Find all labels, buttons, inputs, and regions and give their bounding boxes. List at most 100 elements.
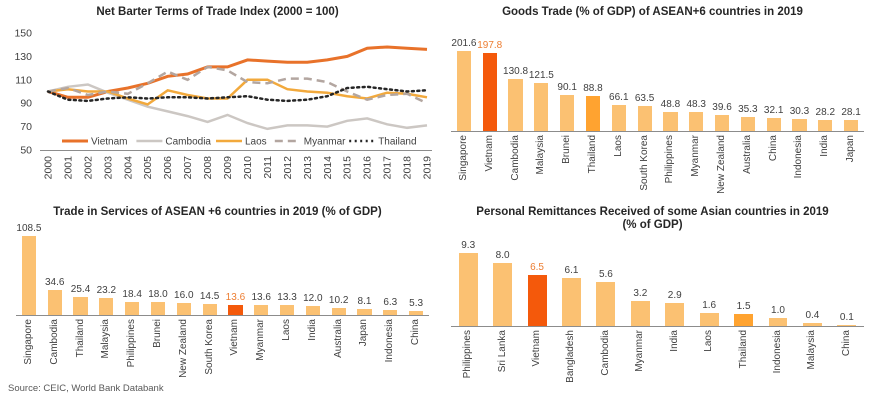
chart-title-remittances: Personal Remittances Received of some As…: [476, 206, 829, 232]
category-label-malaysia: Malaysia: [806, 330, 818, 370]
category-label-cambodia: Cambodia: [599, 330, 611, 377]
bar-column-new-zealand: 16.0: [171, 237, 197, 316]
bar-malaysia: [802, 323, 822, 327]
category-cell: Malaysia: [93, 316, 119, 372]
category-cell: Laos: [606, 132, 632, 196]
category-cell: Sri Lanka: [485, 327, 519, 383]
bar-column-thailand: 1.5: [726, 254, 760, 327]
bar-australia: [740, 117, 755, 132]
y-axis-tick: 150: [14, 28, 32, 40]
line-chart-plot: 50 70 90 110 130 150 2000 2001 2002 2003 2004 2005 2…: [14, 28, 434, 180]
value-label-singapore: 201.6: [451, 38, 477, 50]
category-label-thailand: Thailand: [586, 135, 598, 174]
category-cell: Cambodia: [503, 132, 529, 196]
value-label-thailand: 25.4: [70, 284, 91, 296]
bars-area: 9.3 8.0 6.5 6.1 5.6 3.2 2.9 1.6 1.5 1.0 0.4 0.1: [451, 240, 864, 328]
x-axis-tick: 2001: [62, 156, 74, 180]
bar-column-singapore: 201.6: [451, 38, 477, 132]
x-axis-tick: 2019: [422, 156, 434, 180]
bar-india: [818, 120, 833, 132]
bars-area: 201.6 197.8 130.8 121.5 90.1 88.8 66.1 63.5 48.8…: [451, 38, 864, 133]
bar-new-zealand: [714, 115, 730, 132]
category-label-brunei: Brunei: [151, 319, 163, 349]
bar-column-malaysia: 0.4: [795, 254, 829, 327]
value-label-myanmar: 48.3: [686, 99, 706, 111]
bar-column-australia: 10.2: [326, 237, 352, 316]
category-cell: Laos: [274, 316, 300, 372]
bar-column-india: 28.2: [812, 52, 838, 132]
x-axis-tick: 2018: [402, 156, 414, 180]
category-cell: Japan: [352, 316, 378, 372]
bar-column-vietnam: 197.8: [477, 40, 503, 132]
category-label-china: China: [767, 135, 779, 162]
chart-title-trade-in-services: Trade in Services of ASEAN +6 countries …: [53, 206, 382, 218]
value-label-china: 0.1: [839, 312, 854, 324]
bar-column-brunei: 18.0: [145, 237, 171, 316]
chart-title-terms-of-trade: Net Barter Terms of Trade Index (2000 = …: [96, 6, 339, 18]
category-label-india: India: [668, 330, 680, 353]
bar-column-myanmar: 48.3: [683, 52, 709, 132]
value-label-vietnam: 197.8: [477, 40, 503, 52]
category-cell: Japan: [838, 132, 864, 196]
value-label-cambodia: 34.6: [44, 277, 65, 289]
category-cell: Indonesia: [787, 132, 813, 196]
bar-malaysia: [534, 83, 549, 132]
bar-cambodia: [596, 282, 616, 327]
trade-in-services-bar-chart: Trade in Services of ASEAN +6 countries …: [0, 200, 435, 378]
category-cell: Bangladesh: [554, 327, 588, 383]
bar-column-cambodia: 5.6: [589, 254, 623, 327]
bar-column-china: 0.1: [830, 254, 864, 327]
value-label-japan: 8.1: [357, 296, 372, 308]
bar-indonesia: [383, 310, 398, 316]
category-cell: Malaysia: [528, 132, 554, 196]
category-cell: New Zealand: [709, 132, 735, 196]
x-axis-tick: 2000: [43, 156, 55, 180]
x-axis-tick: 2007: [182, 156, 194, 180]
bar-india: [305, 306, 320, 316]
category-label-laos: Laos: [281, 319, 293, 341]
x-axis-tick: 2003: [102, 156, 114, 180]
category-cell: Myanmar: [248, 316, 274, 372]
value-label-india: 28.2: [815, 107, 836, 119]
bar-column-sri-lanka: 8.0: [485, 250, 519, 327]
bar-south-korea: [637, 106, 652, 132]
bar-column-japan: 8.1: [352, 237, 378, 316]
value-label-cambodia: 130.8: [503, 66, 529, 78]
source-note: Source: CEIC, World Bank Databank: [8, 383, 164, 394]
value-label-thailand: 1.5: [736, 301, 751, 313]
category-cell: Australia: [735, 132, 761, 196]
bar-column-indonesia: 1.0: [761, 254, 795, 327]
bar-philippines: [458, 253, 478, 327]
category-label-philippines: Philippines: [126, 319, 138, 368]
bar-column-malaysia: 23.2: [93, 237, 119, 316]
bar-myanmar: [630, 301, 650, 327]
category-label-china: China: [840, 330, 852, 357]
category-label-thailand: Thailand: [74, 319, 86, 358]
bar-vietnam: [228, 305, 243, 316]
value-label-china: 32.1: [763, 105, 784, 117]
category-label-indonesia: Indonesia: [384, 319, 396, 363]
category-label-india: India: [306, 319, 318, 341]
y-axis-tick: 130: [14, 51, 32, 63]
category-cell: Vietnam: [477, 132, 503, 196]
bar-thailand: [585, 96, 601, 132]
category-label-singapore: Singapore: [457, 135, 469, 181]
x-axis-tick: 2016: [362, 156, 374, 180]
bar-column-south-korea: 63.5: [632, 52, 658, 132]
bar-vietnam: [482, 53, 497, 132]
bar-indonesia: [768, 318, 788, 327]
category-label-myanmar: Myanmar: [634, 330, 646, 373]
category-label-australia: Australia: [332, 319, 344, 359]
category-cell: Indonesia: [761, 327, 795, 383]
bar-column-bangladesh: 6.1: [554, 254, 588, 327]
value-label-brunei: 90.1: [557, 82, 577, 94]
remittances-plot: 9.3 8.0 6.5 6.1 5.6 3.2 2.9 1.6 1.5 1.0 0.4 0.1 Phil…: [435, 240, 870, 383]
bar-column-laos: 13.3: [274, 237, 300, 316]
bar-column-south-korea: 14.5: [197, 237, 223, 316]
bar-philippines: [663, 112, 678, 132]
bar-laos: [611, 105, 626, 132]
category-cell: Cambodia: [589, 327, 623, 383]
value-label-laos: 66.1: [609, 92, 629, 104]
category-label-south-korea: South Korea: [638, 135, 650, 191]
bar-column-malaysia: 121.5: [528, 52, 554, 132]
